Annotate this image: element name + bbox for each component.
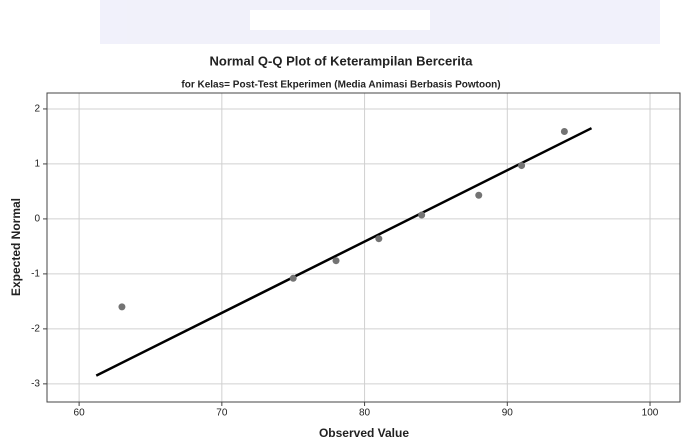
x-tick-label: 100 (642, 408, 659, 419)
y-tick-label: -1 (31, 269, 40, 280)
chart-title: Normal Q-Q Plot of Keterampilan Bercerit… (210, 53, 474, 68)
point (332, 257, 340, 265)
y-tick-label: 1 (34, 159, 40, 170)
x-tick-label: 90 (502, 408, 514, 419)
y-tick-label: -2 (31, 324, 40, 335)
x-tick-label: 60 (74, 408, 86, 419)
reference-line (95, 127, 593, 377)
watermark (100, 0, 660, 44)
point (118, 303, 126, 311)
x-axis-label: Observed Value (319, 426, 409, 440)
point (560, 127, 568, 135)
point (289, 274, 297, 282)
point (475, 191, 483, 199)
point (518, 162, 526, 170)
y-tick-label: 0 (34, 214, 40, 225)
chart-subtitle: for Kelas= Post-Test Ekperimen (Media An… (181, 80, 500, 91)
y-tick-label: -3 (31, 378, 40, 389)
y-axis-label: Expected Normal (9, 198, 23, 296)
x-tick-label: 70 (216, 408, 228, 419)
x-tick-label: 80 (359, 408, 371, 419)
point (418, 211, 426, 219)
plot-frame (46, 92, 681, 403)
y-tick-label: 2 (34, 104, 40, 115)
point (375, 235, 383, 243)
